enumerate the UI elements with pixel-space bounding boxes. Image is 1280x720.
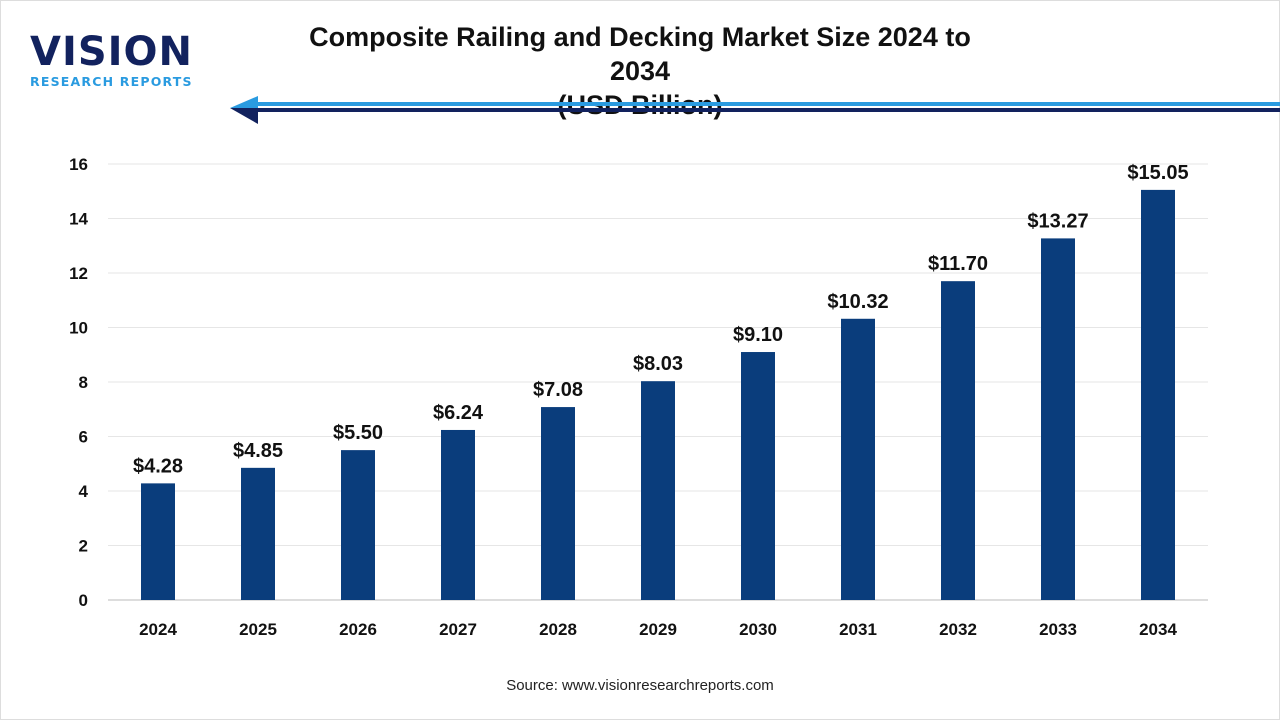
- y-tick-label: 2: [79, 537, 88, 556]
- x-tick-label: 2030: [739, 620, 777, 639]
- x-tick-label: 2027: [439, 620, 477, 639]
- bar: [841, 318, 875, 600]
- y-tick-label: 4: [79, 482, 89, 501]
- logo: VISION RESEARCH REPORTS: [30, 32, 193, 89]
- x-tick-label: 2024: [139, 620, 177, 639]
- x-tick-label: 2025: [239, 620, 277, 639]
- data-label: $11.70: [928, 253, 988, 275]
- data-label: $7.08: [533, 379, 583, 401]
- bar: [1041, 238, 1075, 600]
- x-tick-label: 2034: [1139, 620, 1177, 639]
- data-label: $10.32: [827, 291, 888, 313]
- data-label: $9.10: [733, 324, 783, 346]
- data-label: $15.05: [1127, 162, 1188, 184]
- chart-title-main: Composite Railing and Decking Market Siz…: [309, 22, 971, 86]
- x-tick-label: 2028: [539, 620, 577, 639]
- x-tick-label: 2026: [339, 620, 377, 639]
- bar: [741, 352, 775, 600]
- x-tick-label: 2031: [839, 620, 877, 639]
- data-label: $4.28: [133, 455, 183, 477]
- x-tick-label: 2029: [639, 620, 677, 639]
- source-note: Source: www.visionresearchreports.com: [506, 677, 774, 694]
- logo-word: VISION: [30, 29, 194, 75]
- bar: [641, 381, 675, 600]
- data-label: $6.24: [433, 402, 484, 424]
- y-tick-label: 12: [69, 264, 88, 283]
- bar: [441, 429, 475, 600]
- data-label: $5.50: [333, 422, 383, 444]
- x-tick-label: 2032: [939, 620, 977, 639]
- bar: [141, 483, 175, 600]
- y-tick-label: 0: [79, 591, 88, 610]
- y-tick-label: 6: [79, 428, 88, 447]
- bar: [541, 407, 575, 600]
- header-arrow-icon: [230, 96, 1280, 124]
- data-label: $13.27: [1027, 210, 1088, 232]
- bar: [1141, 189, 1175, 600]
- logo-subtitle: RESEARCH REPORTS: [30, 74, 193, 89]
- bar: [341, 450, 375, 600]
- y-tick-label: 14: [69, 210, 88, 229]
- bar: [941, 281, 975, 600]
- data-label: $8.03: [633, 353, 683, 375]
- y-tick-label: 8: [79, 373, 88, 392]
- y-tick-label: 16: [69, 155, 88, 174]
- y-tick-label: 10: [69, 319, 88, 338]
- bar: [241, 467, 275, 600]
- x-tick-label: 2033: [1039, 620, 1077, 639]
- data-label: $4.85: [233, 440, 283, 462]
